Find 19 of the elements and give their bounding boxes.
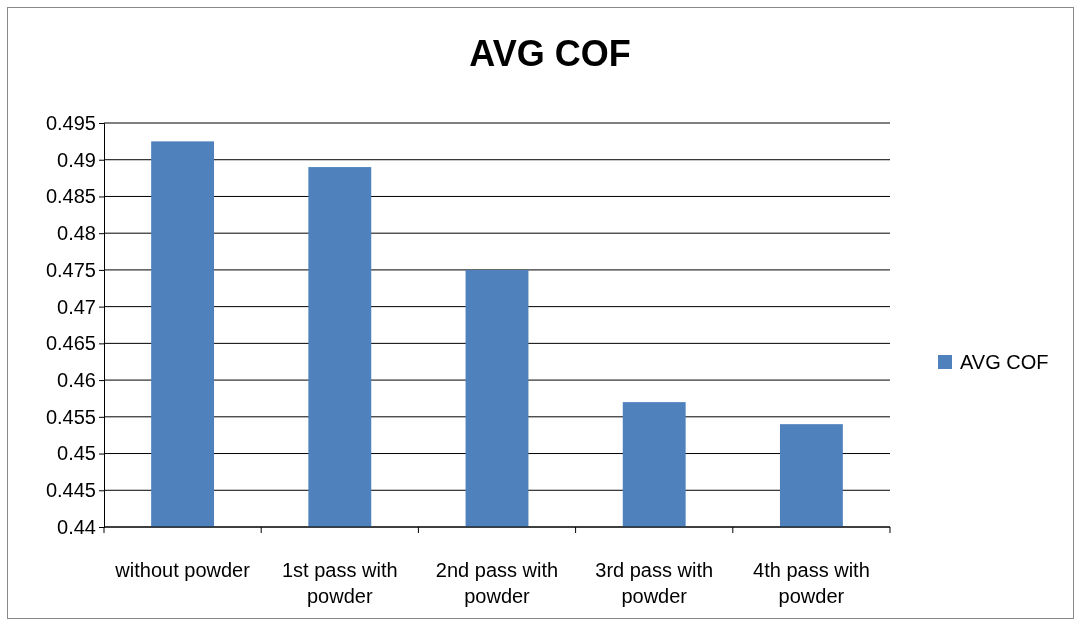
x-tick-label: 2nd pass with powder	[435, 559, 559, 607]
x-tick-label: 1st pass with powder	[282, 559, 398, 607]
y-tick-label: 0.495	[45, 111, 96, 134]
y-tick-label: 0.475	[45, 258, 96, 281]
x-tick-label: without powder	[114, 559, 251, 581]
y-tick-label: 0.45	[57, 442, 96, 465]
y-tick-label: 0.465	[45, 332, 96, 355]
y-tick-label: 0.44	[57, 515, 96, 538]
y-tick-label: 0.47	[57, 295, 96, 318]
x-tick-label: 4th pass with powder	[753, 559, 870, 607]
y-tick-label: 0.46	[57, 368, 96, 391]
legend-label: AVG COF	[960, 351, 1049, 373]
chart-title: AVG COF	[469, 33, 631, 74]
y-tick-label: 0.49	[57, 148, 96, 171]
y-tick-label: 0.445	[45, 479, 96, 502]
x-tick-label: 3rd pass with powder	[595, 559, 714, 607]
y-tick-label: 0.48	[57, 222, 96, 245]
y-tick-label: 0.455	[45, 405, 96, 428]
y-tick-label: 0.485	[45, 185, 96, 208]
